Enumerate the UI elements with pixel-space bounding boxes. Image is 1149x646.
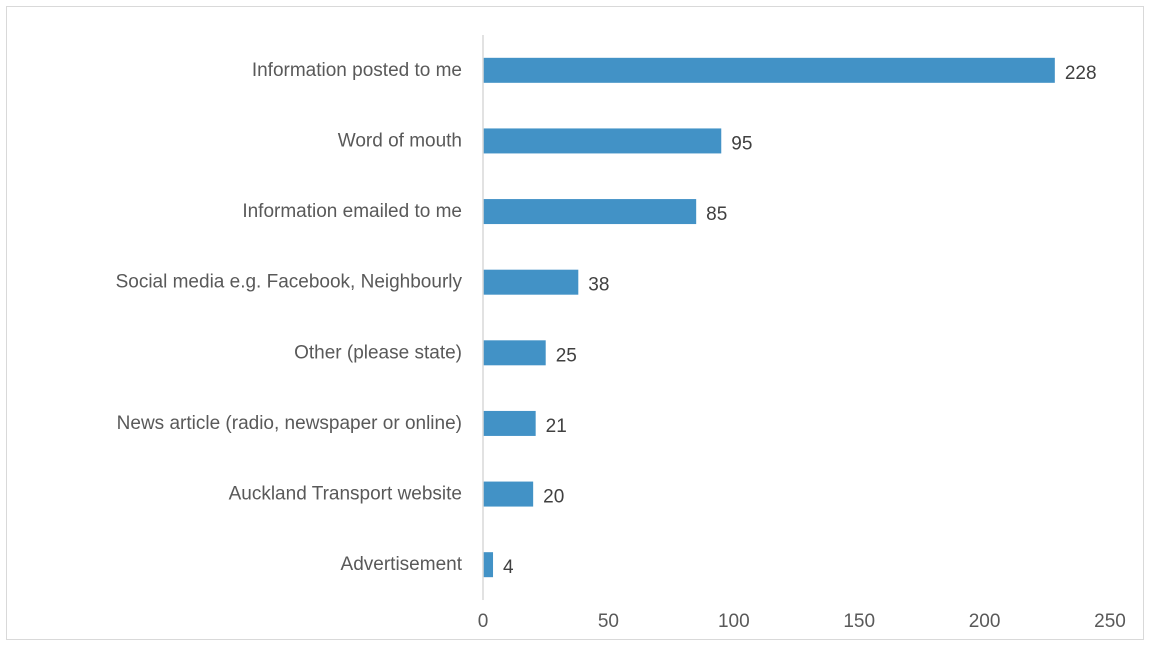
category-label-3: Social media e.g. Facebook, Neighbourly [116,272,463,293]
category-label-5: News article (radio, newspaper or online… [117,413,462,434]
category-label-0: Information posted to me [252,60,462,81]
category-label-6: Auckland Transport website [229,484,462,505]
value-label-2: 85 [706,204,727,225]
category-labels: Information posted to me Word of mouth Inf… [116,60,463,575]
bar-3 [483,269,579,295]
x-tick-5: 250 [1094,611,1126,632]
x-tick-2: 100 [718,611,750,632]
x-tick-3: 150 [843,611,875,632]
value-label-3: 38 [588,275,609,296]
x-tick-labels: 0 50 100 150 200 250 [478,611,1126,632]
chart-frame [6,6,1144,640]
x-tick-4: 200 [969,611,1001,632]
x-tick-1: 50 [598,611,619,632]
bar-6 [483,481,534,507]
x-tick-0: 0 [478,611,489,632]
category-label-1: Word of mouth [338,130,462,151]
bars-group [483,57,1055,578]
bar-2 [483,199,697,225]
value-labels: 228 95 85 38 25 21 20 4 [503,63,1096,578]
value-label-0: 228 [1065,63,1097,84]
category-label-7: Advertisement [341,554,463,575]
bar-4 [483,340,546,366]
value-label-7: 4 [503,557,514,578]
value-label-4: 25 [556,345,577,366]
value-label-5: 21 [546,416,567,437]
bar-1 [483,128,722,154]
bar-7 [483,552,494,578]
value-label-6: 20 [543,487,564,508]
value-label-1: 95 [731,133,752,154]
category-label-4: Other (please state) [294,342,462,363]
bar-0 [483,57,1055,83]
category-label-2: Information emailed to me [242,201,462,222]
bar-5 [483,410,536,436]
